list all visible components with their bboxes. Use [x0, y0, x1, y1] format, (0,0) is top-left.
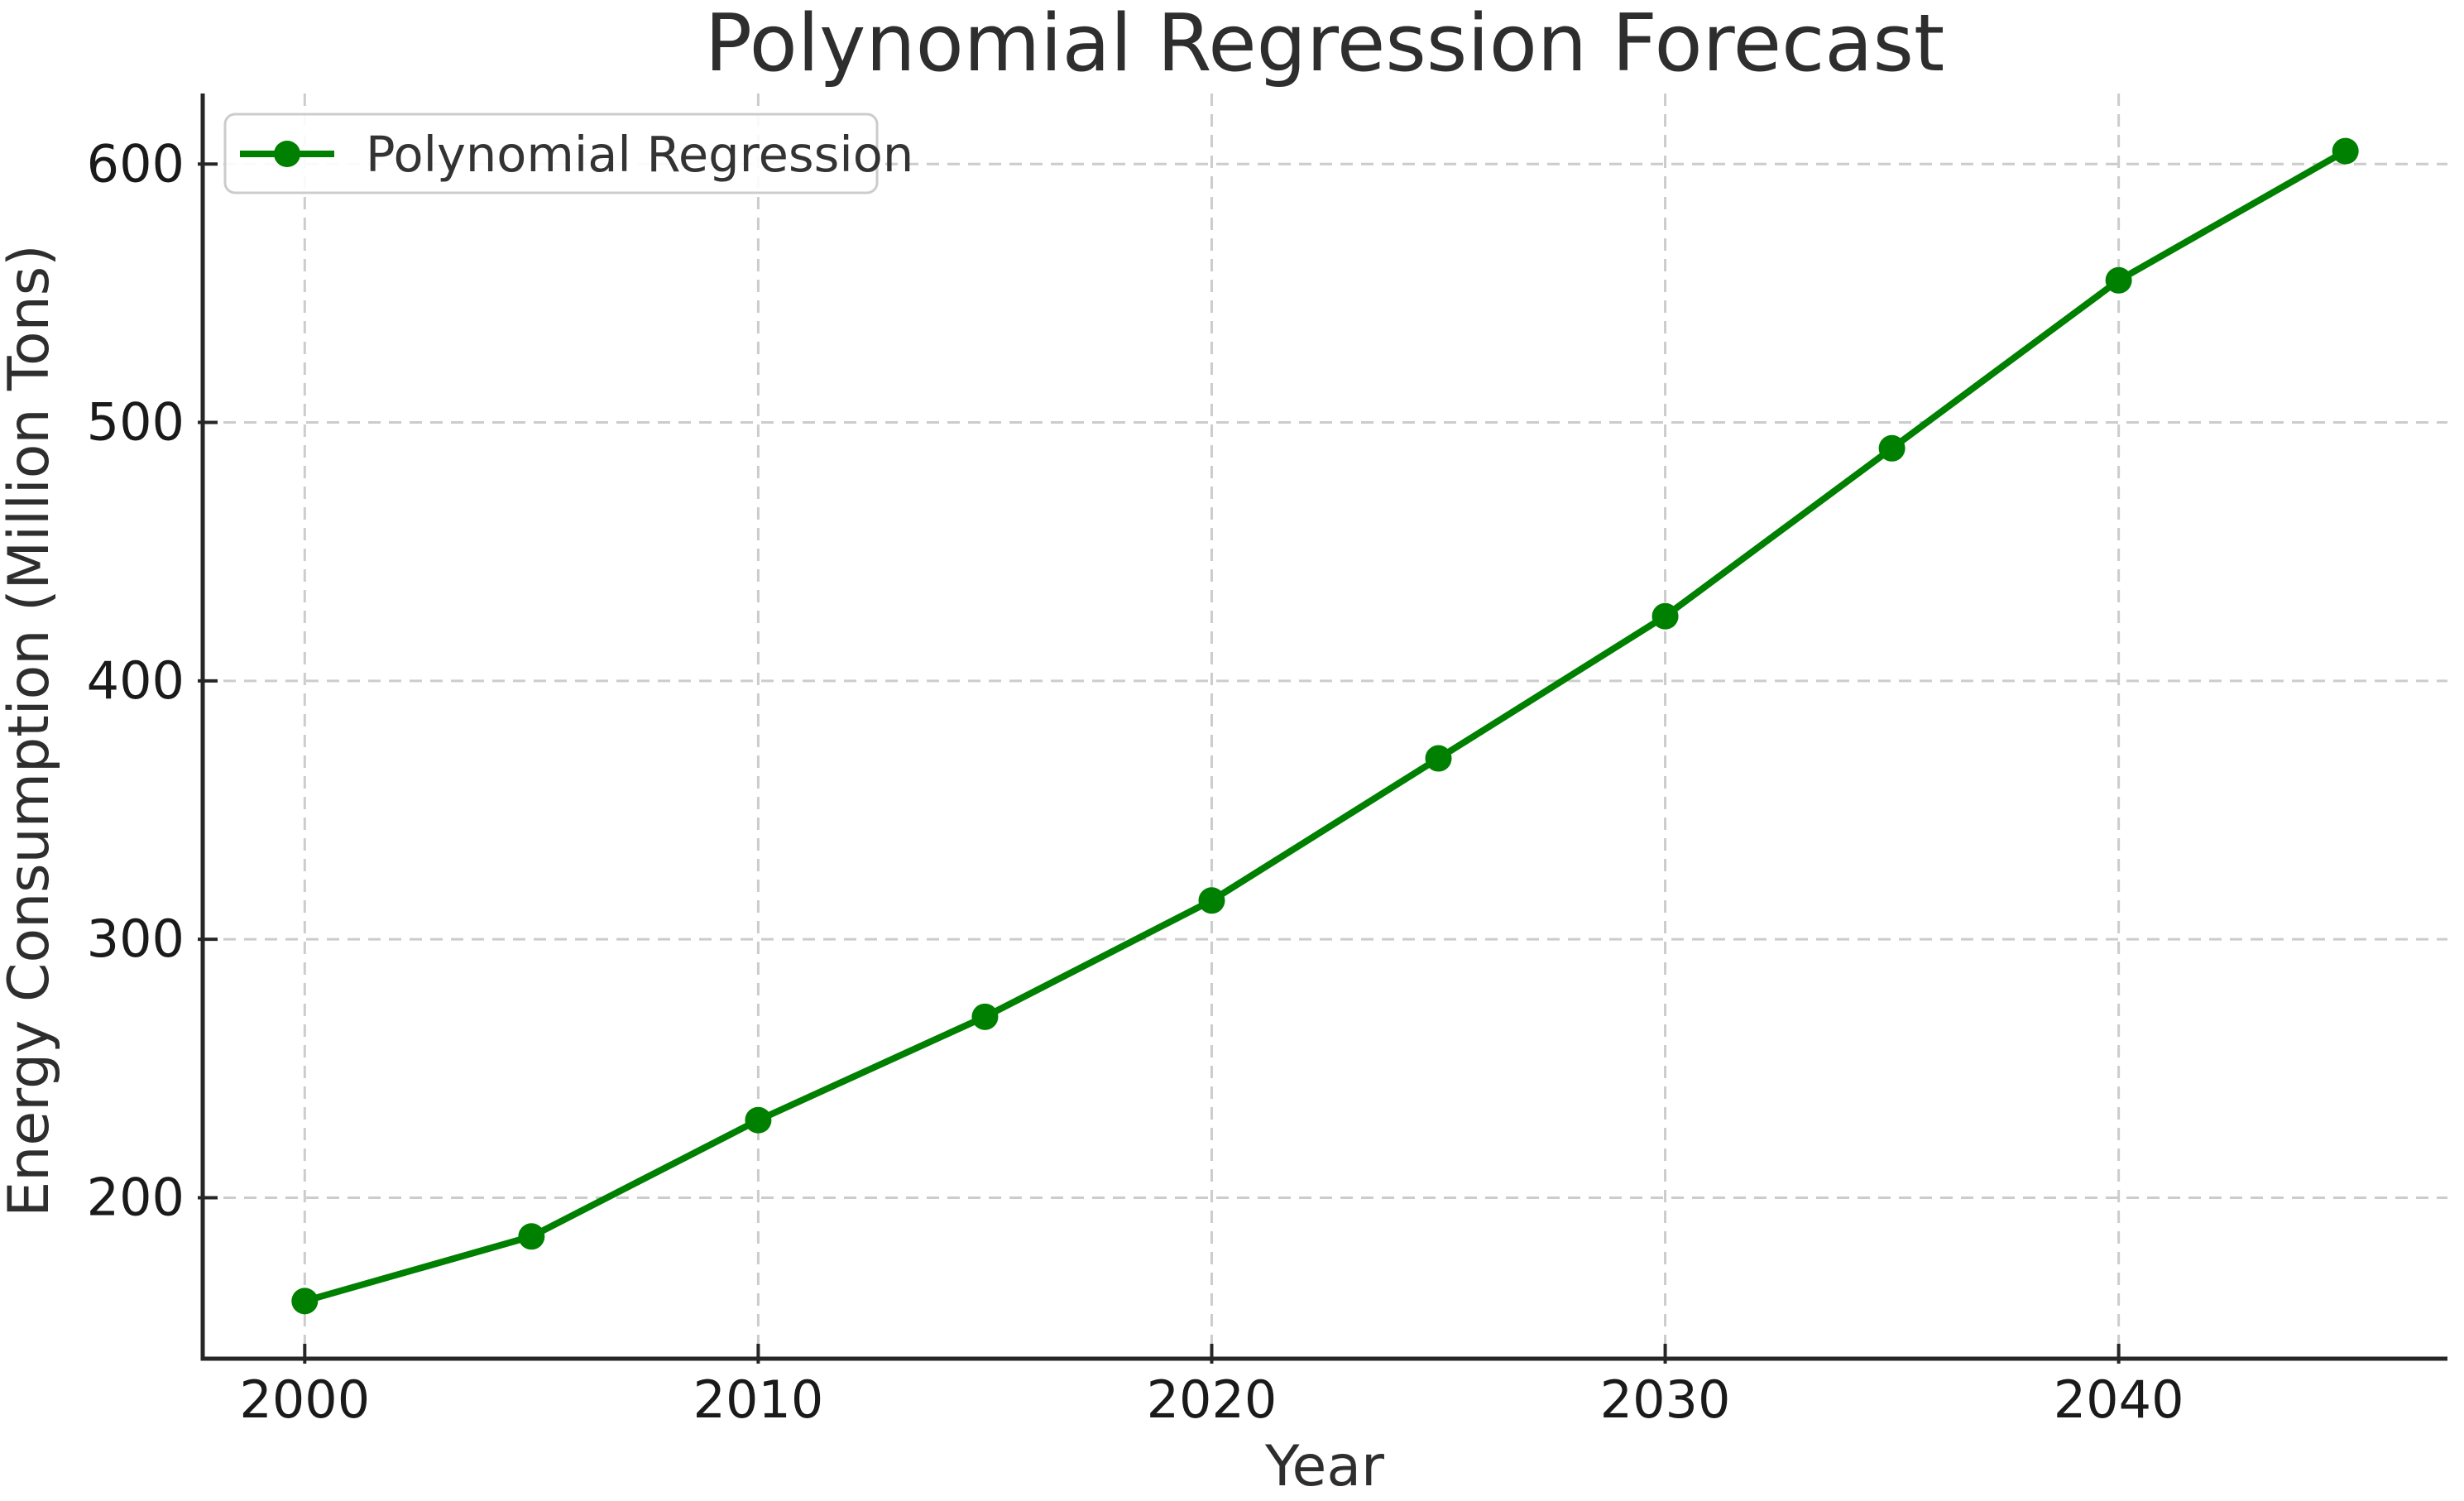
x-axis-label: Year [1264, 1434, 1384, 1499]
data-point-marker [518, 1223, 545, 1250]
data-point-marker [745, 1106, 772, 1134]
y-axis-label: Energy Consumption (Million Tons) [0, 244, 62, 1216]
legend-box [223, 113, 879, 194]
data-point-marker [291, 1288, 319, 1315]
data-point-marker [971, 1003, 999, 1030]
x-tick-label: 2040 [2054, 1369, 2184, 1430]
y-tick-label: 400 [87, 650, 185, 711]
legend-marker-sample [274, 141, 300, 167]
y-tick-label: 600 [87, 133, 185, 194]
data-point-marker [1198, 887, 1225, 914]
data-point-marker [1425, 745, 1452, 772]
data-point-marker [1651, 602, 1679, 630]
y-tick-label: 500 [87, 392, 185, 453]
axis-spines [200, 94, 2447, 1361]
x-tick-label: 2010 [693, 1369, 824, 1430]
data-point-marker [2105, 266, 2132, 294]
axis-ticks [198, 162, 2121, 1364]
x-tick-label: 2020 [1147, 1369, 1278, 1430]
legend: Polynomial Regression [223, 113, 913, 194]
legend-series-label: Polynomial Regression [366, 126, 913, 183]
axis-tick-labels: 200 300 400 500 600 2000 2010 2020 2030 2040 [87, 133, 2184, 1430]
y-tick-label: 300 [87, 909, 185, 969]
x-tick-label: 2000 [239, 1369, 370, 1430]
data-point-marker [1878, 434, 1906, 462]
chart-title: Polynomial Regression Forecast [705, 0, 1945, 89]
y-tick-label: 200 [87, 1167, 185, 1227]
series-layer [291, 137, 2359, 1315]
data-point-marker [2332, 137, 2359, 165]
x-tick-label: 2030 [1600, 1369, 1731, 1430]
series-line [301, 147, 2349, 1305]
